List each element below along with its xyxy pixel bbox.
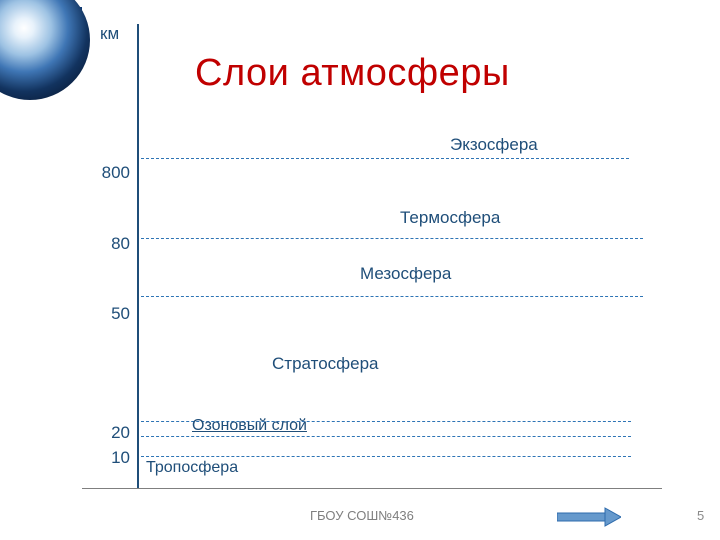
axis-x [82, 488, 662, 489]
layer-label-ozone: Озоновый слой [192, 417, 307, 435]
slide: Слои атмосферы км 800 80 50 20 10 Экзосф… [0, 0, 720, 540]
layer-label-troposphere: Тропосфера [146, 459, 238, 477]
page-number: 5 [697, 508, 704, 523]
layer-boundary [141, 238, 643, 239]
footer-text: ГБОУ СОШ№436 [310, 508, 414, 523]
page-title: Слои атмосферы [195, 52, 510, 95]
tick-label: 20 [90, 423, 130, 443]
tick-label: 50 [90, 304, 130, 324]
corner-globe-image [0, 0, 90, 100]
next-arrow-button[interactable] [557, 506, 621, 528]
tick-label: 10 [90, 448, 130, 468]
tick-label: 80 [90, 234, 130, 254]
layer-boundary [141, 296, 643, 297]
tick-label: 800 [90, 163, 130, 183]
layer-label-exosphere: Экзосфера [450, 135, 538, 155]
layer-boundary [141, 436, 631, 437]
layer-label-thermosphere: Термосфера [400, 208, 500, 228]
layer-label-mesosphere: Мезосфера [360, 264, 451, 284]
layer-boundary [141, 158, 629, 159]
arrow-right-icon [557, 506, 621, 528]
layer-label-stratosphere: Стратосфера [272, 354, 379, 374]
layer-boundary [141, 456, 631, 457]
axis-y [137, 24, 139, 488]
axis-unit-label: км [100, 24, 119, 44]
